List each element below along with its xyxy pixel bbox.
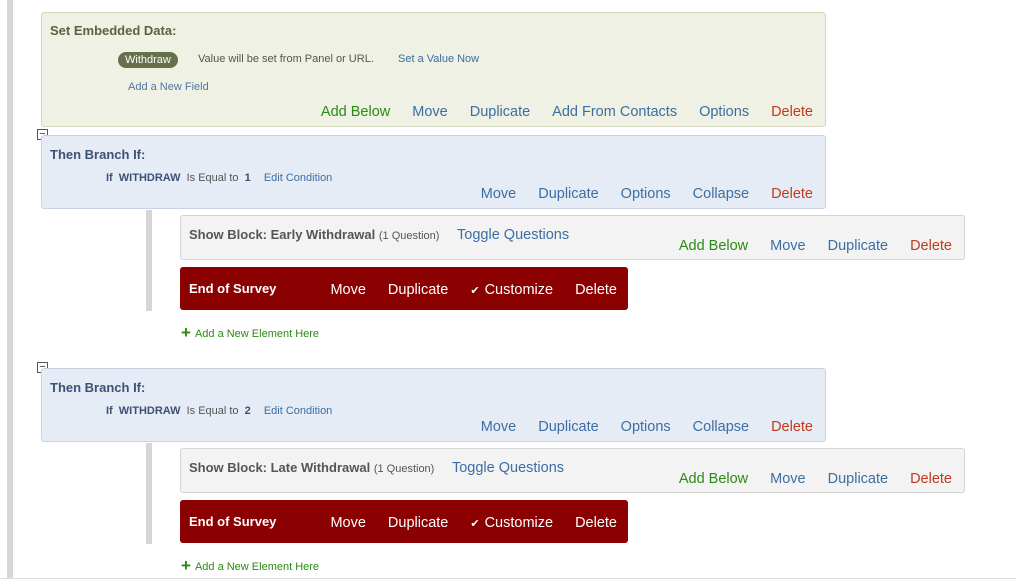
delete-button[interactable]: Delete (910, 238, 952, 254)
delete-button[interactable]: Delete (771, 419, 813, 435)
add-below-button[interactable]: Add Below (678, 238, 749, 254)
delete-button[interactable]: Delete (771, 186, 813, 202)
flow-indent-bar (7, 0, 13, 578)
check-icon: ✔ (470, 285, 480, 297)
branch-element: Then Branch If: If WITHDRAW Is Equal to … (41, 368, 826, 442)
condition-operator: Is Equal to (186, 172, 239, 184)
end-of-survey-title: End of Survey (189, 514, 277, 529)
add-new-element-label: Add a New Element Here (194, 561, 320, 573)
branch-condition: If WITHDRAW Is Equal to 1 Edit Condition (106, 172, 332, 184)
options-button[interactable]: Options (620, 419, 671, 435)
move-button[interactable]: Move (330, 282, 366, 298)
duplicate-button[interactable]: Duplicate (827, 238, 889, 254)
condition-operator: Is Equal to (186, 405, 239, 417)
customize-button[interactable]: ✔ Customize (470, 282, 553, 298)
condition-field: WITHDRAW (118, 172, 181, 184)
condition-value: 2 (244, 405, 251, 417)
branch-element: Then Branch If: If WITHDRAW Is Equal to … (41, 135, 826, 209)
delete-button[interactable]: Delete (910, 471, 952, 487)
customize-label: Customize (484, 515, 554, 531)
plus-icon: + (181, 323, 191, 342)
delete-button[interactable]: Delete (575, 282, 617, 298)
embedded-data-element: Set Embedded Data: Withdraw Value will b… (41, 12, 826, 127)
end-of-survey-element: End of Survey Move Duplicate ✔ Customize … (180, 500, 628, 543)
move-button[interactable]: Move (480, 419, 517, 435)
show-block-element: Show Block: Early Withdrawal (1 Question… (180, 215, 965, 260)
delete-button[interactable]: Delete (771, 104, 813, 120)
plus-icon: + (181, 556, 191, 575)
options-button[interactable]: Options (699, 104, 750, 120)
condition-if: If (106, 405, 113, 417)
add-new-element-link[interactable]: + Add a New Element Here (181, 323, 319, 343)
question-count: (1 Question) (378, 230, 440, 242)
branch-indent-bar (146, 443, 152, 544)
options-button[interactable]: Options (620, 186, 671, 202)
branch-indent-bar (146, 210, 152, 311)
show-block-title: Show Block: Early Withdrawal (189, 227, 376, 242)
show-block-heading: Show Block: Early Withdrawal (1 Question… (189, 227, 569, 243)
customize-label: Customize (484, 282, 554, 298)
embedded-field-name[interactable]: Withdraw (118, 52, 178, 68)
add-from-contacts-button[interactable]: Add From Contacts (552, 104, 678, 120)
set-value-now-link[interactable]: Set a Value Now (398, 53, 480, 65)
toggle-questions-link[interactable]: Toggle Questions (457, 227, 570, 243)
branch-title: Then Branch If: (50, 147, 146, 162)
move-button[interactable]: Move (412, 104, 448, 120)
check-icon: ✔ (470, 518, 480, 530)
end-of-survey-title: End of Survey (189, 281, 277, 296)
question-count: (1 Question) (373, 463, 435, 475)
condition-value: 1 (244, 172, 251, 184)
condition-field: WITHDRAW (118, 405, 181, 417)
duplicate-button[interactable]: Duplicate (538, 186, 599, 202)
show-block-element: Show Block: Late Withdrawal (1 Question)… (180, 448, 965, 493)
show-block-heading: Show Block: Late Withdrawal (1 Question)… (189, 460, 564, 476)
add-below-button[interactable]: Add Below (678, 471, 749, 487)
duplicate-button[interactable]: Duplicate (538, 419, 599, 435)
branch-title: Then Branch If: (50, 380, 146, 395)
collapse-button[interactable]: Collapse (692, 186, 750, 202)
move-button[interactable]: Move (330, 515, 366, 531)
move-button[interactable]: Move (770, 238, 806, 254)
move-button[interactable]: Move (770, 471, 806, 487)
add-new-element-link[interactable]: + Add a New Element Here (181, 556, 319, 576)
condition-if: If (106, 172, 113, 184)
toggle-questions-link[interactable]: Toggle Questions (451, 460, 565, 476)
show-block-title: Show Block: Late Withdrawal (189, 460, 371, 475)
collapse-button[interactable]: Collapse (692, 419, 750, 435)
branch-group: − Then Branch If: If WITHDRAW Is Equal t… (0, 129, 1016, 349)
add-below-button[interactable]: Add Below (320, 104, 391, 120)
duplicate-button[interactable]: Duplicate (827, 471, 889, 487)
customize-button[interactable]: ✔ Customize (470, 515, 553, 531)
edit-condition-link[interactable]: Edit Condition (263, 172, 333, 184)
duplicate-button[interactable]: Duplicate (469, 104, 531, 120)
add-new-field-link[interactable]: Add a New Field (128, 81, 209, 93)
divider (0, 578, 1016, 579)
duplicate-button[interactable]: Duplicate (387, 515, 449, 531)
branch-group: − Then Branch If: If WITHDRAW Is Equal t… (0, 362, 1016, 582)
branch-condition: If WITHDRAW Is Equal to 2 Edit Condition (106, 405, 332, 417)
duplicate-button[interactable]: Duplicate (387, 282, 449, 298)
move-button[interactable]: Move (480, 186, 517, 202)
add-new-element-label: Add a New Element Here (194, 328, 320, 340)
edit-condition-link[interactable]: Edit Condition (263, 405, 333, 417)
delete-button[interactable]: Delete (575, 515, 617, 531)
end-of-survey-element: End of Survey Move Duplicate ✔ Customize … (180, 267, 628, 310)
embedded-field-value: Value will be set from Panel or URL. (198, 53, 374, 65)
embedded-data-title: Set Embedded Data: (50, 23, 177, 38)
